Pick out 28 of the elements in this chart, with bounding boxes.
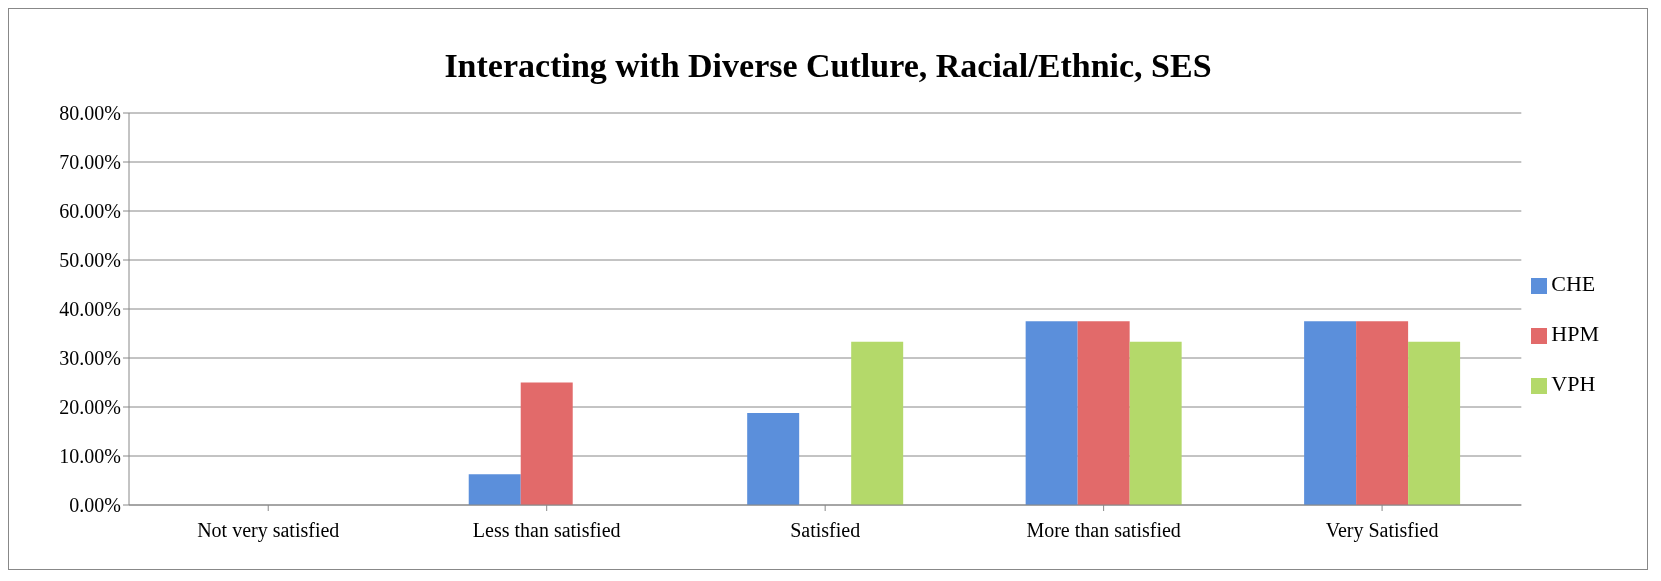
- y-tick-label: 30.00%: [59, 347, 121, 370]
- bar: [1356, 321, 1409, 505]
- bar: [747, 412, 800, 505]
- x-tick-label: Satisfied: [790, 519, 861, 542]
- y-tick-label: 80.00%: [59, 102, 121, 125]
- bar: [1129, 341, 1182, 505]
- y-tick-label: 60.00%: [59, 200, 121, 223]
- x-tick-label: Less than satisfied: [472, 519, 621, 542]
- bar: [1025, 321, 1078, 505]
- bar: [468, 474, 521, 505]
- y-tick-label: 0.00%: [69, 494, 121, 517]
- x-tick-label: Not very satisfied: [197, 519, 340, 543]
- y-tick-label: 10.00%: [59, 445, 121, 468]
- legend-label: VPH: [1551, 371, 1596, 396]
- chart-title: Interacting with Diverse Cutlure, Racial/Ethnic, SES: [443, 47, 1213, 86]
- y-tick-label: 40.00%: [59, 298, 121, 321]
- bar: [520, 382, 573, 505]
- bar: [1408, 341, 1461, 505]
- bar: [1077, 321, 1130, 505]
- y-tick-label: 20.00%: [59, 396, 121, 419]
- legend-label: CHE: [1551, 271, 1596, 296]
- x-tick-label: More than satisfied: [1026, 519, 1181, 542]
- legend-label: HPM: [1551, 321, 1599, 346]
- bar: [851, 341, 904, 505]
- y-tick-label: 70.00%: [59, 151, 121, 174]
- bar: [1304, 321, 1357, 505]
- y-tick-label: 50.00%: [59, 249, 121, 272]
- x-tick-label: Very Satisfied: [1325, 519, 1439, 543]
